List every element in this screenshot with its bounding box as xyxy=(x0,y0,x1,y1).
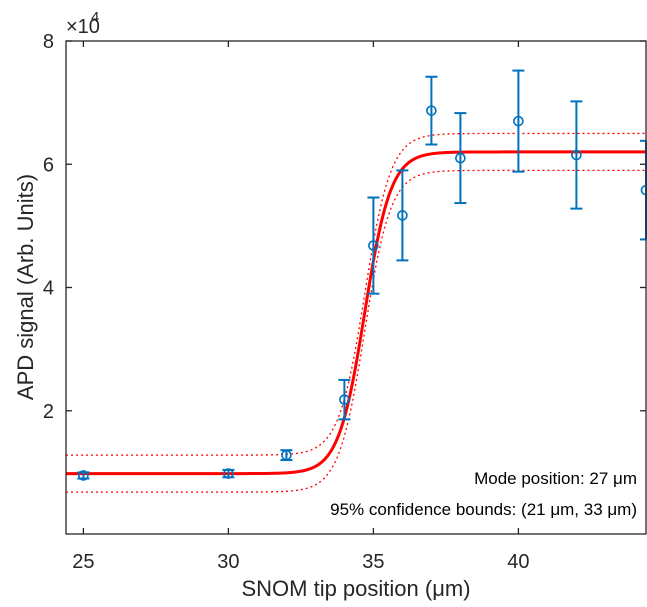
data-point xyxy=(425,75,438,146)
data-marker xyxy=(397,210,408,221)
data-marker xyxy=(339,394,350,405)
annotation-mode-position: Mode position: 27 μm xyxy=(474,469,637,488)
data-point xyxy=(454,112,467,205)
x-tick-label: 35 xyxy=(362,551,384,573)
data-marker xyxy=(368,240,379,251)
plot-clipped-group xyxy=(66,132,646,493)
y-tick-label: 4 xyxy=(43,278,54,300)
axis-ticks: 25 30 35 40 2 4 6 8 xyxy=(43,31,646,573)
confidence-bound-upper xyxy=(66,132,646,456)
data-marker xyxy=(571,149,582,161)
data-marker xyxy=(281,449,292,461)
data-marker xyxy=(513,115,524,127)
data-marker xyxy=(455,152,466,164)
y-exponent-power: 4 xyxy=(91,9,99,26)
data-point xyxy=(338,378,351,421)
data-marker xyxy=(78,470,89,481)
data-point xyxy=(280,449,293,462)
data-point xyxy=(367,196,380,295)
y-tick-label: 2 xyxy=(43,401,54,423)
data-marker xyxy=(426,105,437,116)
x-tick-label: 30 xyxy=(217,551,239,573)
data-marker xyxy=(223,468,234,479)
x-axis-label: SNOM tip position (μm) xyxy=(241,576,470,601)
y-axis-label: APD signal (Arb. Units) xyxy=(13,174,38,400)
confidence-bound-lower xyxy=(66,169,646,493)
data-point xyxy=(570,100,583,210)
y-tick-label: 8 xyxy=(43,31,54,53)
y-exponent-base: ×10 xyxy=(66,16,100,38)
plot-area xyxy=(66,69,647,493)
data-point xyxy=(512,69,525,173)
x-tick-label: 40 xyxy=(507,551,529,573)
data-point xyxy=(222,468,235,479)
fit-curve xyxy=(66,150,646,476)
data-point xyxy=(77,470,90,481)
y-tick-label: 6 xyxy=(43,154,54,176)
data-point xyxy=(396,169,409,262)
x-tick-label: 25 xyxy=(72,551,94,573)
annotation-confidence-bounds: 95% confidence bounds: (21 μm, 33 μm) xyxy=(330,500,637,519)
axes-box xyxy=(65,40,647,535)
